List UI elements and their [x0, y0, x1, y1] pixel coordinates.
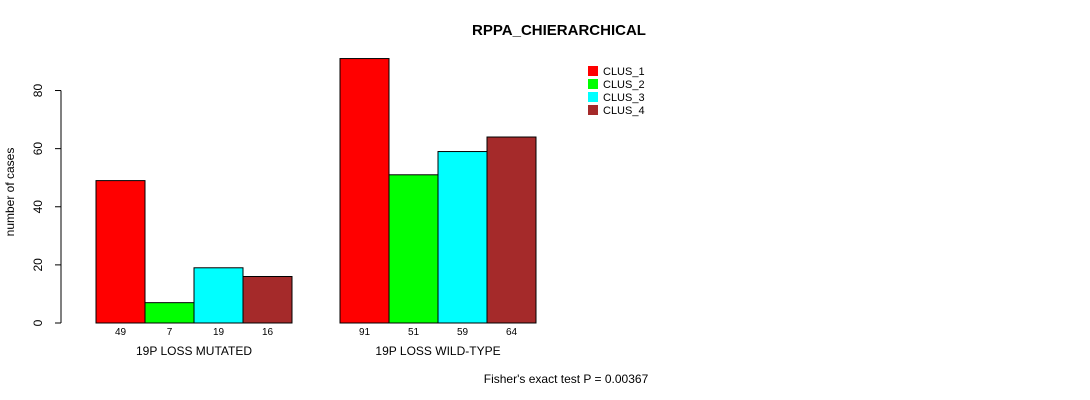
y-axis-label: number of cases: [3, 148, 17, 237]
chart-title: RPPA_CHIERARCHICAL: [472, 22, 646, 39]
count-labels: 49 7 19 16 91 51 59 64: [115, 327, 518, 338]
bar-count-label: 59: [457, 327, 469, 338]
bars-group: [95, 58, 537, 324]
bar-count-label: 91: [359, 327, 371, 338]
y-tick-label: 20: [31, 258, 45, 272]
legend-swatch: [588, 66, 598, 76]
y-tick-label: 0: [31, 319, 45, 326]
category-label: 19P LOSS WILD-TYPE: [375, 344, 500, 358]
bar-count-label: 49: [115, 327, 127, 338]
y-axis: 0 20 40 60 80: [31, 84, 62, 326]
bar-count-label: 51: [408, 327, 420, 338]
bar-count-label: 64: [506, 327, 518, 338]
legend-label: CLUS_4: [603, 105, 645, 117]
legend-swatch: [588, 105, 598, 115]
bar-clus-2-2: [388, 174, 439, 324]
legend-swatch: [588, 92, 598, 102]
bar-count-label: 16: [262, 327, 274, 338]
y-tick-label: 80: [31, 84, 45, 98]
legend-label: CLUS_3: [603, 92, 645, 104]
bar-clus-1-1: [95, 180, 146, 324]
y-tick-label: 40: [31, 200, 45, 214]
bar-clus-4-2: [486, 136, 537, 324]
legend-swatch: [588, 79, 598, 89]
category-label: 19P LOSS MUTATED: [136, 344, 252, 358]
fisher-test-annotation: Fisher's exact test P = 0.00367: [484, 372, 649, 386]
bar-clus-4-1: [242, 276, 293, 324]
bar-clus-1-2: [339, 58, 390, 324]
legend-label: CLUS_1: [603, 66, 645, 78]
bar-clus-3-1: [193, 267, 244, 324]
category-labels: 19P LOSS MUTATED 19P LOSS WILD-TYPE: [136, 344, 501, 358]
bar-clus-3-2: [437, 151, 488, 324]
legend-label: CLUS_2: [603, 79, 645, 91]
bar-count-label: 19: [213, 327, 225, 338]
bar-count-label: 7: [167, 327, 173, 338]
y-tick-label: 60: [31, 142, 45, 156]
bar-clus-2-1: [144, 302, 195, 324]
